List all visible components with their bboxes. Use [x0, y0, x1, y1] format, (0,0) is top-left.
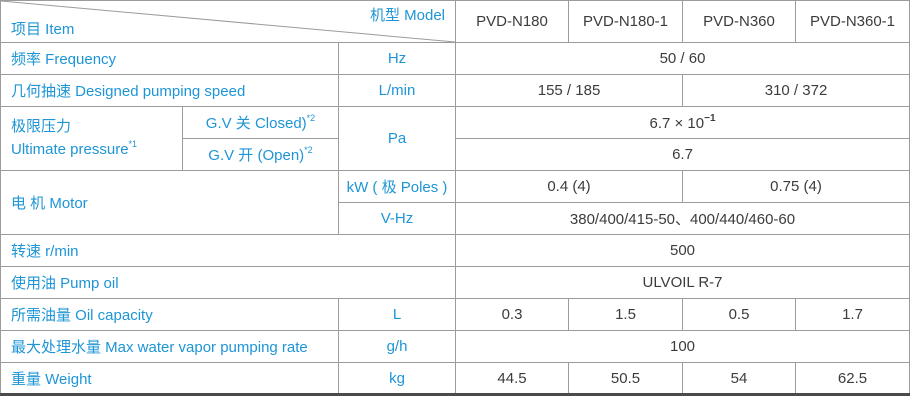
gv-open-footnote-mark: *2 — [304, 145, 313, 155]
oil-capacity-value: 1.5 — [568, 298, 684, 331]
motor-power-value-n180: 0.4 (4) — [455, 170, 684, 203]
rotation-speed-label: 转速 r/min — [0, 234, 457, 267]
pump-oil-value: ULVOIL R-7 — [455, 266, 910, 299]
frequency-unit: Hz — [337, 42, 457, 75]
frequency-label: 频率 Frequency — [0, 42, 339, 75]
row-ultimate-pressure-open: G.V 开 (Open)*2 6.7 — [1, 138, 910, 171]
pumping-speed-value-n180: 155 / 185 — [455, 74, 684, 107]
row-frequency: 频率 Frequency Hz 50 / 60 — [0, 42, 910, 75]
row-max-water-vapor: 最大处理水量 Max water vapor pumping rate g/h … — [0, 330, 910, 363]
frequency-value: 50 / 60 — [455, 42, 910, 75]
row-weight: 重量 Weight kg 44.5 50.5 54 62.5 — [0, 362, 910, 395]
oil-capacity-value: 0.3 — [455, 298, 570, 331]
exponent: −1 — [704, 112, 716, 124]
model-header: PVD-N180 — [455, 0, 570, 43]
max-water-vapor-value: 100 — [455, 330, 910, 363]
max-water-vapor-label: 最大处理水量 Max water vapor pumping rate — [0, 330, 339, 363]
max-water-vapor-unit: g/h — [337, 330, 457, 363]
ultimate-pressure-open-value: 6.7 — [455, 138, 910, 171]
model-header: PVD-N360 — [682, 0, 797, 43]
corner-item-label: 项目 Item — [11, 21, 75, 38]
ultimate-pressure-closed-value: 6.7 × 10−1 — [455, 106, 910, 139]
oil-capacity-value: 1.7 — [795, 298, 910, 331]
motor-label: 电 机 Motor — [0, 170, 339, 235]
row-pump-oil: 使用油 Pump oil ULVOIL R-7 — [0, 266, 910, 299]
weight-value: 54 — [682, 362, 797, 395]
weight-value: 44.5 — [455, 362, 570, 395]
ultimate-pressure-label-en: Ultimate pressure — [11, 141, 129, 158]
pumping-speed-unit: L/min — [337, 74, 457, 107]
ultimate-pressure-footnote-mark: *1 — [128, 139, 138, 149]
row-pumping-speed: 几何抽速 Designed pumping speed L/min 155 / … — [0, 74, 910, 107]
motor-voltage-value: 380/400/415-50、400/440/460-60 — [455, 202, 910, 235]
header-row: 机型 Model 项目 Item PVD-N180 PVD-N180-1 PVD… — [0, 0, 910, 43]
pump-oil-label: 使用油 Pump oil — [0, 266, 457, 299]
row-motor-voltage: V-Hz 380/400/415-50、400/440/460-60 — [1, 202, 910, 235]
diagonal-divider-line — [1, 1, 455, 42]
pumping-speed-label: 几何抽速 Designed pumping speed — [0, 74, 339, 107]
row-ultimate-pressure-closed: 极限压力 Ultimate pressure*1 G.V 关 Closed)*2… — [0, 106, 910, 171]
rotation-speed-value: 500 — [455, 234, 910, 267]
ultimate-pressure-unit: Pa — [337, 106, 457, 171]
motor-voltage-unit: V-Hz — [337, 202, 457, 235]
motor-power-unit: kW ( 极 Poles ) — [337, 170, 457, 203]
oil-capacity-label: 所需油量 Oil capacity — [0, 298, 339, 331]
ultimate-pressure-label-zh: 极限压力 — [11, 118, 72, 135]
corner-model-label: 机型 Model — [369, 7, 446, 24]
weight-value: 62.5 — [795, 362, 910, 395]
weight-label: 重量 Weight — [0, 362, 339, 395]
oil-capacity-value: 0.5 — [682, 298, 797, 331]
gv-open-label: G.V 开 (Open)*2 — [182, 138, 339, 171]
corner-cell: 机型 Model 项目 Item — [0, 0, 457, 43]
weight-unit: kg — [337, 362, 457, 395]
weight-value: 50.5 — [568, 362, 684, 395]
model-header: PVD-N360-1 — [795, 0, 910, 43]
oil-capacity-unit: L — [337, 298, 457, 331]
pumping-speed-value-n360: 310 / 372 — [682, 74, 910, 107]
model-header: PVD-N180-1 — [568, 0, 684, 43]
row-oil-capacity: 所需油量 Oil capacity L 0.3 1.5 0.5 1.7 — [0, 298, 910, 331]
gv-closed-footnote-mark: *2 — [306, 113, 316, 123]
row-rotation-speed: 转速 r/min 500 — [0, 234, 910, 267]
ultimate-pressure-label: 极限压力 Ultimate pressure*1 — [0, 106, 183, 171]
row-motor-power: 电 机 Motor kW ( 极 Poles ) 0.4 (4) 0.75 (4… — [0, 170, 910, 235]
gv-closed-label: G.V 关 Closed)*2 — [182, 106, 339, 139]
motor-power-value-n360: 0.75 (4) — [682, 170, 910, 203]
